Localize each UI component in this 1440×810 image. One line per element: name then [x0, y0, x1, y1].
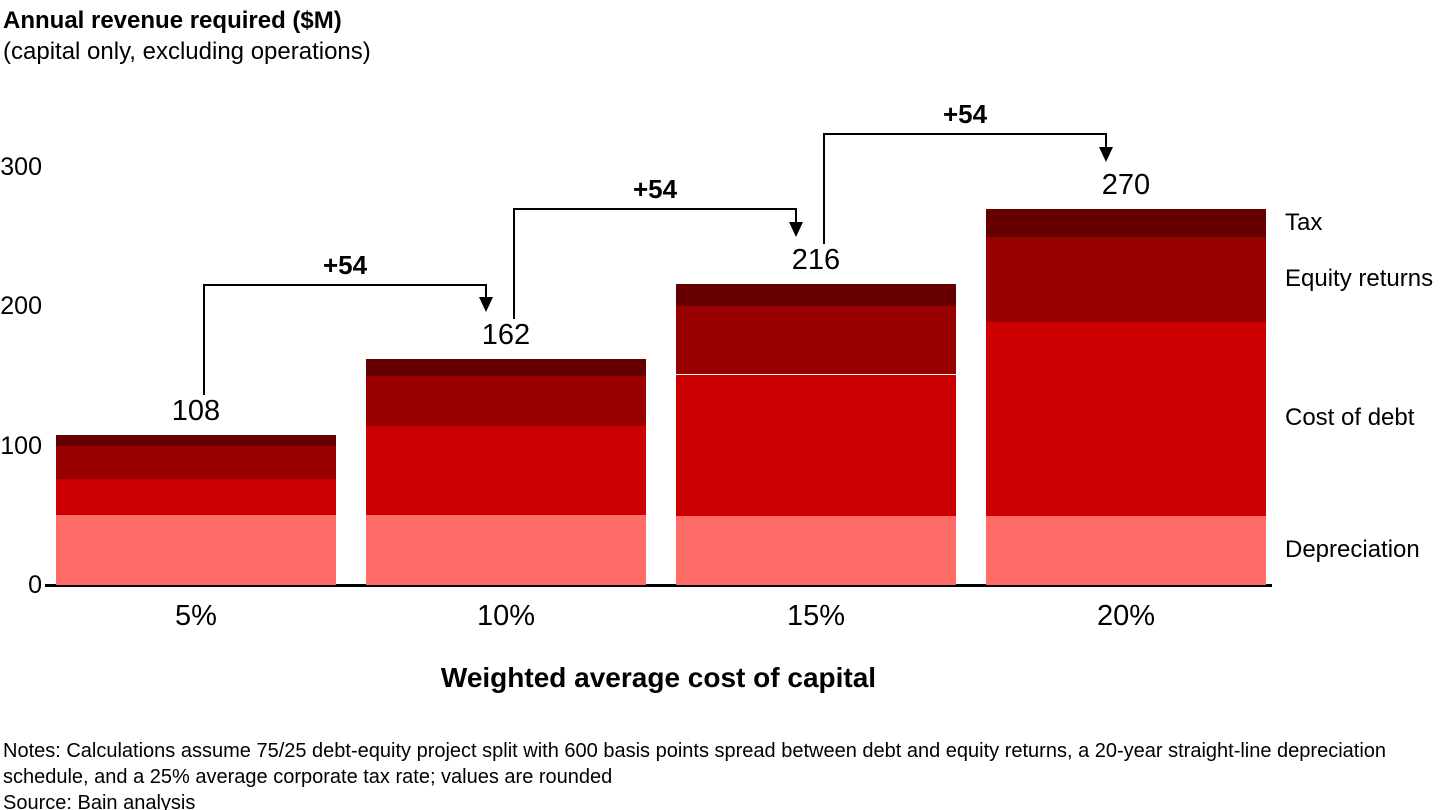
- y-axis-tick-label: 200: [0, 292, 42, 320]
- chart-subtitle: (capital only, excluding operations): [3, 38, 371, 65]
- x-axis-tick-label: 20%: [1096, 600, 1156, 632]
- delta-bracket-top-line: [823, 133, 1107, 135]
- bar-segment-depreciation: [676, 515, 956, 585]
- delta-arrowhead-icon: [479, 297, 493, 312]
- bar-segment-tax: [366, 359, 646, 376]
- bar-segment-depreciation: [56, 515, 336, 585]
- delta-arrowhead-icon: [789, 222, 803, 237]
- legend-label-equity-returns: Equity returns: [1285, 265, 1434, 292]
- bar-segment-depreciation: [366, 515, 646, 585]
- chart-title: Annual revenue required ($M): [3, 7, 342, 34]
- delta-arrowhead-icon: [1099, 147, 1113, 162]
- delta-label: +54: [322, 250, 368, 280]
- delta-bracket-left-line: [203, 284, 205, 395]
- delta-bracket-left-line: [823, 133, 825, 244]
- notes-line-1: Notes: Calculations assume 75/25 debt-eq…: [3, 740, 1387, 762]
- delta-label: +54: [632, 174, 678, 204]
- delta-bracket-top-line: [513, 208, 797, 210]
- x-axis-tick-label: 10%: [476, 600, 536, 632]
- y-axis-tick-label: 100: [0, 432, 42, 460]
- bar-segment-cost-of-debt: [56, 479, 336, 515]
- x-axis-tick-label: 15%: [786, 600, 846, 632]
- legend-label-tax: Tax: [1285, 209, 1323, 236]
- notes-line-2: schedule, and a 25% average corporate ta…: [3, 766, 613, 788]
- bar-segment-tax: [986, 209, 1266, 237]
- delta-bracket-right-line: [485, 284, 487, 299]
- bar-segment-equity-returns: [56, 446, 336, 479]
- y-axis-tick-label: 0: [28, 571, 42, 599]
- source-text: Source: Bain analysis: [3, 792, 196, 810]
- delta-label: +54: [942, 99, 988, 129]
- bar-total-label: 270: [1101, 169, 1151, 201]
- bar-segment-equity-returns: [676, 306, 956, 374]
- x-axis-tick-label: 5%: [175, 600, 217, 632]
- bar-segment-equity-returns: [986, 237, 1266, 322]
- footnotes: Notes: Calculations assume 75/25 debt-eq…: [3, 738, 1403, 810]
- y-axis-tick-label: 300: [0, 153, 42, 181]
- bar-total-label: 108: [171, 395, 221, 427]
- delta-bracket-left-line: [513, 208, 515, 319]
- legend-label-cost-of-debt: Cost of debt: [1285, 404, 1415, 431]
- bar-segment-equity-returns: [366, 376, 646, 426]
- x-axis-title: Weighted average cost of capital: [440, 662, 877, 693]
- bar-segment-tax: [56, 435, 336, 446]
- bar-segment-cost-of-debt: [986, 322, 1266, 516]
- bar-segment-tax: [676, 284, 956, 306]
- bar-segment-depreciation: [986, 515, 1266, 585]
- bar-segment-cost-of-debt: [676, 375, 956, 516]
- delta-bracket-top-line: [203, 284, 487, 286]
- bar-segment-cost-of-debt: [366, 426, 646, 515]
- bar-total-label: 162: [481, 319, 531, 351]
- delta-bracket-right-line: [1105, 133, 1107, 148]
- bar-total-label: 216: [791, 244, 841, 276]
- x-axis-line: [45, 584, 1272, 587]
- delta-bracket-right-line: [795, 208, 797, 223]
- legend-label-depreciation: Depreciation: [1285, 536, 1420, 563]
